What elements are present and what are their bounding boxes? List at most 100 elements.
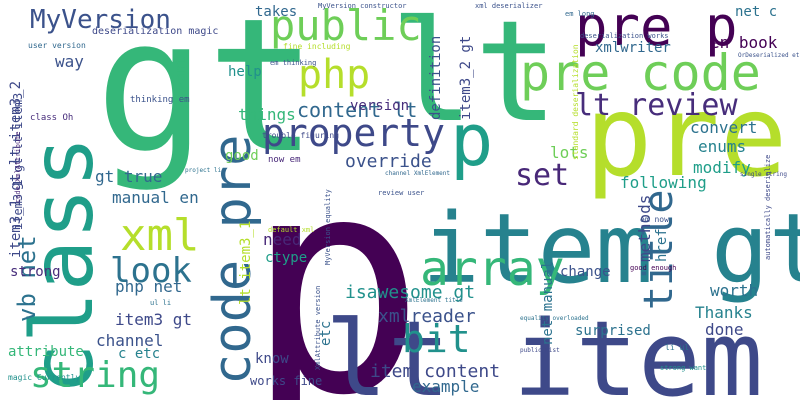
word-worth: worth [710,281,758,300]
word-set: set [515,158,569,193]
word-done: done [705,320,744,339]
word-modify: modify [693,158,751,177]
word-strong-want: strong want [660,364,706,372]
word-user-version: user version [28,41,86,50]
word-strong: strong [10,264,61,280]
word-surprised: surprised [575,323,651,339]
word-class-oh: class Oh [30,113,73,123]
word-equality-overloaded: equality overloaded [520,315,589,322]
word-string: string [30,355,160,396]
word-ul-li: ul li [150,299,171,307]
word-now-em: now em [268,155,301,165]
word-li-ul: li ul [665,343,689,352]
word-php-net: php net [115,277,182,296]
word-public-list: public List [520,347,560,354]
word-xml-deserializer: xml deserializer [475,2,542,10]
word-xmlelement-title: XmlElement title [405,297,463,304]
word-look: look [110,251,192,291]
word-item3-1-gt: item3_1 gt lt item3_2 [8,81,24,258]
word-net-manual: net manual [540,261,556,345]
word-p-small: p [450,98,493,182]
word-know: know [255,351,289,367]
word-pre-p: pre p [575,0,738,58]
word-em-thinking: em thinking [270,59,316,67]
word-version: version [350,98,409,114]
word-gt: gt [95,0,318,194]
word-href: href [654,228,670,262]
word-thinking-em: thinking em [130,95,190,105]
word-gt-true: gt true [95,167,162,186]
word-default-xml: default xml [268,226,314,234]
word-automatically-deserialize: automatically deserialize [764,155,772,260]
word-trouble-figuring: trouble figuring [262,131,339,140]
word-lt-item: lt item [325,298,763,400]
word-good-enough: good enough [630,264,676,272]
word-em-now: em now [640,215,669,224]
word-good: good [225,148,259,164]
word-array: array [420,241,565,297]
word-definition: definition [428,36,444,120]
word-takes: takes [255,4,297,20]
word-php: php [298,52,370,98]
word-following: following [620,173,707,192]
word-content-lt: content lt [297,98,417,122]
word-project-li: project li [185,167,222,174]
word-item3-1-gt-lt-item3: item3 1 gt lt item3 [11,93,25,230]
word-myversion-constructor: MyVersion constructor [318,2,407,10]
word-item3-2-gt: item3_2 gt [458,36,474,120]
word-works-fine: works fine [250,374,322,388]
word-channel: channel [96,331,163,350]
word-bit: bit [402,317,471,361]
word-thanks: Thanks [695,303,753,322]
word-item3-gt: item3 gt [115,310,192,329]
word-standard-deserialization: standard deserialization [571,44,580,160]
word-isawesome-gt: isawesome gt [345,282,475,303]
word-p: p [245,112,426,400]
word-convert: convert [690,118,757,137]
word-example: example [412,377,479,396]
word-ctype: ctype [265,250,307,266]
word-xmlreader: xmlreader [378,306,476,327]
word-property: property [262,111,445,155]
word-single-string: single string [740,171,787,178]
word-pre: pre [585,72,787,202]
word-attribute: attribute [8,344,84,360]
word-net-c: net c [735,4,777,20]
word-pre-code: pre code [520,44,761,102]
word-change: change [560,264,611,280]
word-manual-en: manual en [112,188,199,207]
word-deserialization-works: deserialization works [580,32,669,40]
word-class: class [13,136,113,395]
word-xmlattribute-version: XmlAttribute version [314,286,322,370]
word-item-gt: item gt [422,193,800,305]
word-etc: etc [318,321,334,346]
word-en-book: en book [710,33,778,52]
word-methods: methods [635,195,654,262]
word-ordeserialized-etc: OrDeserialized etc [738,52,800,59]
word-enums: enums [698,137,746,156]
word-vb-net: vb net [13,235,41,322]
word-lt-item3-1: lt item3_1 [238,221,254,305]
word-lt: lt [390,0,559,154]
word-want: want [173,56,189,90]
word-code-xmlattribute: code XmlAttribute [14,131,22,203]
word-fine-including: fine including [283,42,351,51]
word-title: title [636,190,682,310]
word-em-long: em long [565,10,595,18]
word-deserialization-magic: deserialization magic [92,26,218,37]
word-lt-review: lt review [575,88,738,123]
word-xml: xml [120,210,199,261]
word-lots: lots [550,143,589,162]
word-help: help [228,64,262,80]
word-override: override [345,151,432,172]
word-c-etc: c etc [118,346,160,362]
word-code-pre: code pre [203,135,263,385]
word-magic-currently: magic Currently [8,373,80,382]
word-myversion: MyVersion [30,5,171,35]
word-things: things [238,105,296,124]
word-channel-xmlelement: channel XmlElement [385,170,450,177]
word-need: need [263,230,302,249]
word-review-user: review user [378,189,424,197]
